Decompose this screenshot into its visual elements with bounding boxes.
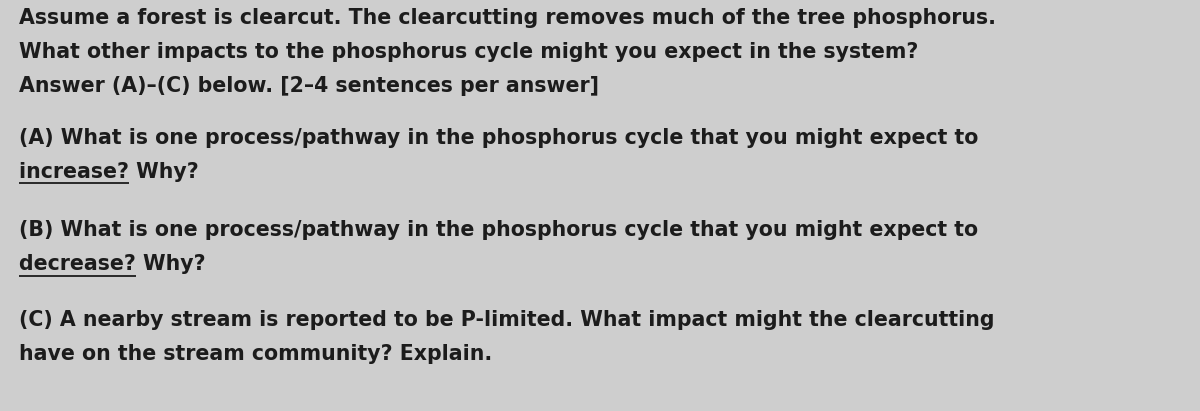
Text: increase? Why?: increase? Why? xyxy=(19,162,199,182)
Text: decrease? Why?: decrease? Why? xyxy=(19,254,206,274)
Text: have on the stream community? Explain.: have on the stream community? Explain. xyxy=(19,344,492,364)
Text: What other impacts to the phosphorus cycle might you expect in the system?: What other impacts to the phosphorus cyc… xyxy=(19,42,918,62)
Text: decrease? Why?: decrease? Why? xyxy=(19,254,206,274)
Text: (A) What is one process/pathway in the phosphorus cycle that you might expect to: (A) What is one process/pathway in the p… xyxy=(19,128,978,148)
Text: (B) What is one process/pathway in the phosphorus cycle that you might expect to: (B) What is one process/pathway in the p… xyxy=(19,220,978,240)
Text: Answer (A)–(C) below. [2–4 sentences per answer]: Answer (A)–(C) below. [2–4 sentences per… xyxy=(19,76,599,96)
Text: (C) A nearby stream is reported to be P-limited. What impact might the clearcutt: (C) A nearby stream is reported to be P-… xyxy=(19,310,995,330)
Text: increase?: increase? xyxy=(19,162,130,182)
Text: Assume a forest is clearcut. The clearcutting removes much of the tree phosphoru: Assume a forest is clearcut. The clearcu… xyxy=(19,8,996,28)
Text: decrease?: decrease? xyxy=(19,254,136,274)
Text: increase? Why?: increase? Why? xyxy=(19,162,199,182)
